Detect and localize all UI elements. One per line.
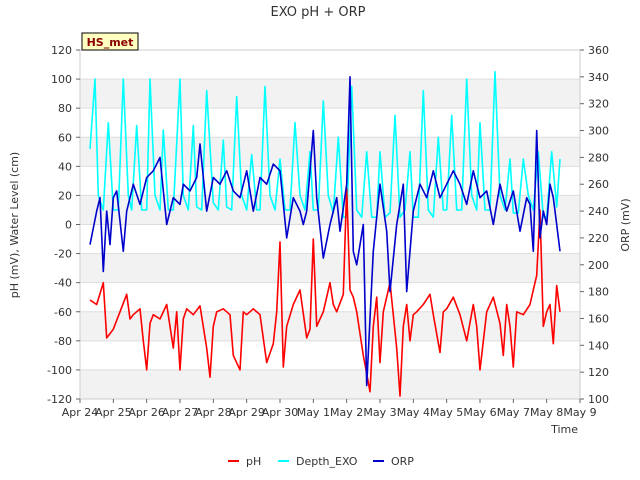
left-tick-label: -40 xyxy=(54,277,72,290)
x-tick-label: Apr 27 xyxy=(162,406,199,419)
right-tick-label: 140 xyxy=(588,339,609,352)
right-tick-label: 200 xyxy=(588,259,609,272)
grid-band xyxy=(80,369,580,399)
left-tick-label: 120 xyxy=(51,44,72,57)
x-tick-label: Apr 28 xyxy=(195,406,232,419)
left-tick-label: -100 xyxy=(47,364,72,377)
x-tick-label: Apr 25 xyxy=(95,406,132,419)
station-badge-box xyxy=(81,32,139,51)
right-tick-label: 320 xyxy=(588,98,609,111)
legend-label: pH xyxy=(246,455,261,468)
legend-label: ORP xyxy=(391,455,414,468)
x-tick-label: May 4 xyxy=(397,406,430,419)
right-tick-label: 360 xyxy=(588,44,609,57)
series-line-orp xyxy=(89,76,561,387)
x-tick-label: Apr 30 xyxy=(262,406,299,419)
right-tick-label: 180 xyxy=(588,286,609,299)
left-tick-label: 60 xyxy=(58,131,72,144)
right-tick-label: 240 xyxy=(588,205,609,218)
left-tick-label: 80 xyxy=(58,102,72,115)
right-tick-label: 340 xyxy=(588,71,609,84)
x-tick-label: May 2 xyxy=(330,406,363,419)
station-badge: HS_met xyxy=(81,32,139,51)
x-tick-label: May 7 xyxy=(497,406,530,419)
x-axis-label: Time xyxy=(550,423,578,436)
x-tick-label: May 9 xyxy=(563,406,596,419)
left-tick-label: 20 xyxy=(58,189,72,202)
right-tick-label: 160 xyxy=(588,312,609,325)
right-tick-label: 100 xyxy=(588,393,609,406)
grid-band xyxy=(80,311,580,341)
legend-item-ph: pH xyxy=(228,455,261,468)
station-badge-text: HS_met xyxy=(87,36,134,49)
left-tick-label: 40 xyxy=(58,160,72,173)
grid-band xyxy=(80,137,580,167)
left-axis: 120 100 80 60 40 20 0 -20 -40 -60 -80 -100 -120 xyxy=(47,44,80,406)
left-tick-label: -80 xyxy=(54,335,72,348)
grid-band xyxy=(80,253,580,283)
right-tick-label: 220 xyxy=(588,232,609,245)
x-tick-label: May 3 xyxy=(363,406,396,419)
y-axis-right-label: ORP (mV) xyxy=(619,198,632,251)
left-tick-label: -120 xyxy=(47,393,72,406)
right-tick-label: 120 xyxy=(588,366,609,379)
grid-band xyxy=(80,79,580,109)
series-line-ph xyxy=(89,187,561,397)
left-tick-label: -20 xyxy=(54,248,72,261)
right-axis: 360 340 320 300 280 260 240 220 200 180 160 140 120 1… xyxy=(580,44,609,406)
x-tick-label: May 5 xyxy=(430,406,463,419)
x-tick-label: Apr 29 xyxy=(228,406,265,419)
legend-item-depth-exo: Depth_EXO xyxy=(278,455,358,468)
right-tick-label: 260 xyxy=(588,178,609,191)
legend-label: Depth_EXO xyxy=(296,455,358,468)
legend: pH Depth_EXO ORP xyxy=(228,455,414,468)
x-tick-label: Apr 24 xyxy=(62,406,99,419)
x-tick-label: Apr 26 xyxy=(128,406,165,419)
x-tick-label: May 6 xyxy=(463,406,496,419)
series-line-depth-exo xyxy=(89,71,561,218)
left-tick-label: -60 xyxy=(54,306,72,319)
left-tick-label: 0 xyxy=(65,219,72,232)
right-tick-label: 280 xyxy=(588,151,609,164)
legend-item-orp: ORP xyxy=(373,455,414,468)
series-layer xyxy=(89,71,561,397)
right-tick-label: 300 xyxy=(588,125,609,138)
grid-bands xyxy=(80,79,580,399)
chart-title: EXO pH + ORP xyxy=(271,5,366,20)
x-tick-label: May 1 xyxy=(297,406,330,419)
y-axis-left-label: pH (mV), Water Level (cm) xyxy=(8,152,21,298)
left-tick-label: 100 xyxy=(51,73,72,86)
x-tick-label: May 8 xyxy=(530,406,563,419)
